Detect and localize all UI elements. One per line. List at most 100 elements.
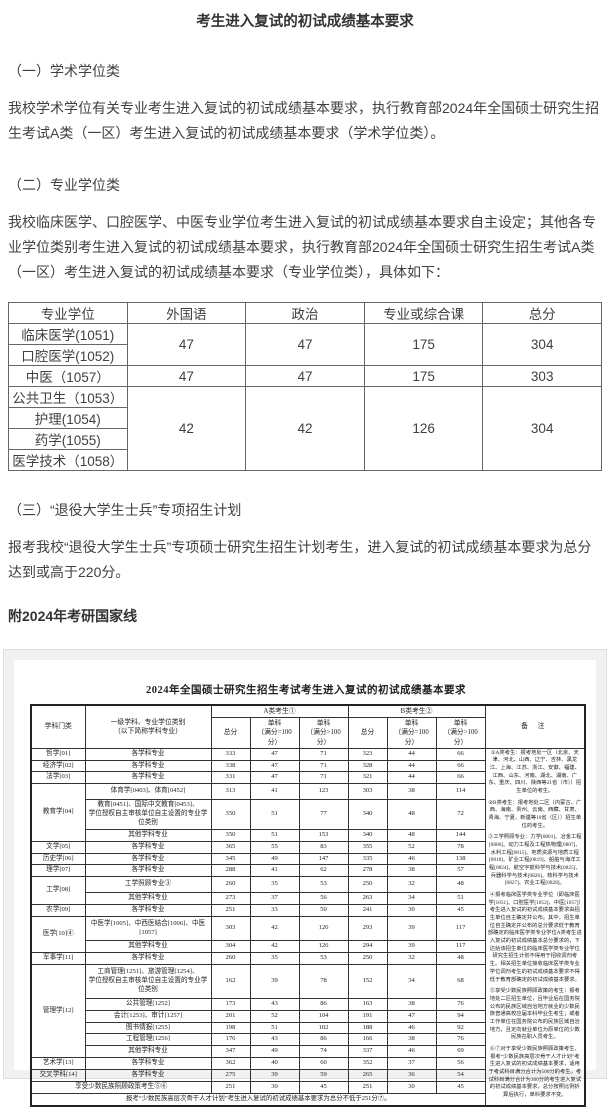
score-cell: 42 xyxy=(249,940,300,954)
score-cell: 251 xyxy=(210,903,251,917)
score-cell: 60 xyxy=(298,1057,349,1071)
subject-category-cell: 医学[10]④ xyxy=(30,915,86,954)
score-cell: 55 xyxy=(249,840,300,854)
header-group-b: B类考生② xyxy=(347,704,486,719)
score-cell: 76 xyxy=(435,1033,486,1047)
score-cell: 114 xyxy=(435,783,486,801)
score-cell: 153 xyxy=(298,828,349,842)
score-cell: 340 xyxy=(347,799,388,830)
national-table-row: 会计[1253]、审计[1257] 201 52 104 191 47 94 xyxy=(31,1009,585,1023)
score-cell: 251 xyxy=(347,1081,388,1094)
score-cell: 265 xyxy=(347,1069,388,1083)
score-cell: 41 xyxy=(249,864,300,878)
score-cell: 48 xyxy=(435,952,486,966)
major-cell: 医学技术（1058） xyxy=(8,449,128,471)
spec-cell: 其他学科专业 xyxy=(84,940,212,954)
subject-category-cell: 文学[05] xyxy=(30,840,86,854)
score-cell: 51 xyxy=(249,1021,300,1035)
score-cell: 42 xyxy=(245,386,365,471)
score-cell: 34 xyxy=(386,964,437,999)
national-line-table-title: 2024年全国硕士研究生招生考试考生进入复试的初试成绩基本要求 xyxy=(146,685,466,696)
remark-paragraph: ③工学照顾专业：力学[0801]、冶金工程[0806]、动力工程及工程热物理[0… xyxy=(488,834,582,887)
national-table-row: 农学[09] 各学科专业 251 33 50 241 30 45 xyxy=(30,903,585,917)
score-cell: 32 xyxy=(386,952,437,966)
score-cell: 71 xyxy=(298,747,349,761)
score-cell: 362 xyxy=(210,1057,251,1071)
national-header-row-1: 学科门类 一级学科、专业学位类别 （以下简称学科专业） A类考生① B类考生② 备 注 xyxy=(30,704,586,749)
score-cell: 166 xyxy=(347,1033,388,1047)
score-table-header-cell: 政治 xyxy=(245,302,365,324)
score-cell: 78 xyxy=(298,964,349,999)
major-cell: 公共卫生（1053） xyxy=(8,386,128,408)
score-cell: 35 xyxy=(249,952,300,966)
score-cell: 337 xyxy=(347,1045,388,1059)
score-cell: 313 xyxy=(210,783,251,801)
spec-cell: 各学科专业 xyxy=(84,864,212,878)
score-cell: 56 xyxy=(298,892,349,905)
subject-category-cell: 军事学[11] xyxy=(30,952,86,966)
score-cell: 352 xyxy=(347,1057,388,1071)
section-3-heading: （三）“退役大学生士兵”专项招生计划 xyxy=(8,502,242,518)
section-1-body: 我校学术学位有关专业考生进入复试的初试成绩基本要求，执行教育部2024年全国硕士… xyxy=(8,100,600,141)
score-cell: 263 xyxy=(347,892,388,905)
score-cell: 41 xyxy=(249,783,300,801)
score-cell: 321 xyxy=(347,771,388,785)
spec-cell: 各学科专业 xyxy=(84,840,212,854)
score-cell: 48 xyxy=(435,876,486,894)
score-cell: 34 xyxy=(386,892,437,905)
score-cell: 48 xyxy=(386,799,437,830)
score-cell: 32 xyxy=(386,876,437,894)
header-remarks: 备 注 xyxy=(484,704,586,749)
score-cell: 53 xyxy=(298,952,349,966)
national-table-row: 哲学[01] 各学科专业 333 47 71 323 44 66 ①A类考生：报考地处一区（北京… xyxy=(30,747,586,1107)
score-cell: 144 xyxy=(435,828,486,842)
spec-cell: 各学科专业 xyxy=(84,747,212,761)
score-cell: 304 xyxy=(210,940,251,954)
remark-paragraph: ④报考临床医学类专业学位（即临床医学[1051]、口腔医学[1052]、中医[1… xyxy=(487,892,582,983)
score-cell: 102 xyxy=(298,1021,349,1035)
score-cell: 355 xyxy=(347,840,388,854)
spec-cell: 会计[1253]、审计[1257] xyxy=(84,1009,212,1023)
score-table-header-cell: 专业学位 xyxy=(8,302,128,324)
score-cell: 52 xyxy=(386,840,437,854)
score-cell: 345 xyxy=(210,852,251,866)
score-cell: 250 xyxy=(347,876,388,894)
score-cell: 173 xyxy=(210,997,251,1011)
score-cell: 44 xyxy=(386,759,437,773)
major-cell: 护理(1054) xyxy=(8,407,128,429)
spec-cell: 中医学[1005]、中西医结合[1006]、中医[1057] xyxy=(84,915,212,942)
score-table-row: 中医（1057） 47 47 175 303 xyxy=(8,365,602,387)
score-cell: 340 xyxy=(347,828,388,842)
score-cell: 83 xyxy=(298,840,349,854)
score-cell: 333 xyxy=(210,747,251,761)
attachment-heading: 附2024年考研国家线 xyxy=(8,608,138,624)
section-2-heading: （二）专业学位类 xyxy=(8,177,120,193)
score-cell: 69 xyxy=(435,1045,486,1059)
score-cell: 350 xyxy=(210,799,251,830)
subject-category-cell: 艺术学[13] xyxy=(30,1057,86,1071)
score-cell: 47 xyxy=(126,323,247,366)
score-cell: 38 xyxy=(386,864,437,878)
score-cell: 47 xyxy=(249,747,300,761)
spec-cell: 工商管理[1251]、旅游管理[1254]、 学位授权自主审核单位自主设置的专业… xyxy=(84,964,212,999)
score-cell: 76 xyxy=(435,997,486,1011)
score-cell: 347 xyxy=(210,1045,251,1059)
score-cell: 331 xyxy=(210,771,251,785)
score-cell: 188 xyxy=(347,1021,388,1035)
subject-category-cell: 理学[07] xyxy=(30,864,86,878)
score-cell: 47 xyxy=(249,771,300,785)
score-cell: 38 xyxy=(386,783,437,801)
section-3-body: 报考我校“退役大学生士兵”专项硕士研究生招生计划考生，进入复试的初试成绩基本要求… xyxy=(8,539,592,580)
spec-cell: 各学科专业 xyxy=(84,952,212,966)
score-cell: 48 xyxy=(386,828,437,842)
score-cell: 66 xyxy=(435,771,486,785)
national-table-row: 医学[10]④ 中医学[1005]、中西医结合[1006]、中医[1057] 303… xyxy=(30,915,585,954)
score-cell: 49 xyxy=(249,1045,300,1059)
score-cell: 288 xyxy=(210,864,251,878)
score-cell: 191 xyxy=(347,1009,388,1023)
score-cell: 250 xyxy=(347,952,388,966)
score-cell: 42 xyxy=(249,915,300,942)
score-cell: 45 xyxy=(435,1081,486,1094)
spec-cell: 教育[0451]、国际中文教育[0453]、 学位授权自主审核单位自主设置的专业… xyxy=(84,799,212,830)
subject-category-cell: 管理学[12] xyxy=(30,964,86,1059)
